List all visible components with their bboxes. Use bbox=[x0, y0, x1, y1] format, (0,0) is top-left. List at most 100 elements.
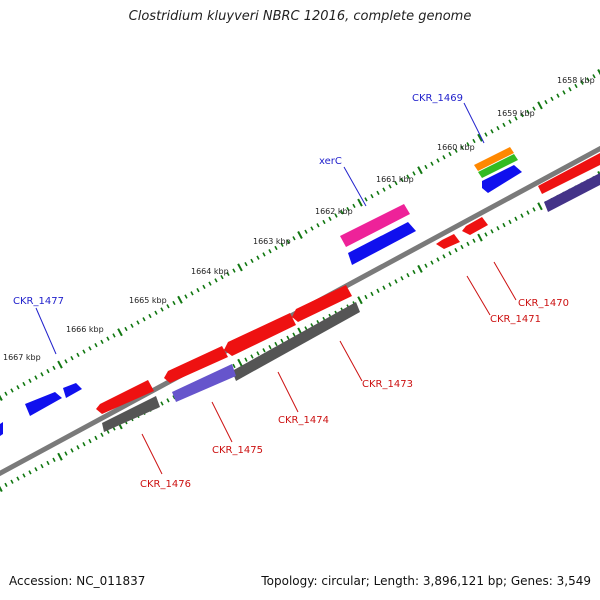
minor-tick bbox=[190, 291, 194, 296]
gene-gray-bar-left[interactable] bbox=[102, 396, 160, 432]
minor-tick bbox=[64, 451, 68, 456]
minor-tick bbox=[586, 77, 590, 82]
gene-label-ckr-1474[interactable]: CKR_1474 bbox=[278, 415, 329, 426]
minor-tick bbox=[286, 239, 290, 244]
minor-tick bbox=[328, 216, 332, 221]
minor-tick bbox=[466, 142, 470, 147]
minor-tick bbox=[430, 260, 434, 265]
gene-red-right[interactable] bbox=[538, 153, 600, 194]
minor-tick bbox=[10, 479, 14, 484]
minor-tick bbox=[280, 338, 284, 344]
major-tick bbox=[417, 166, 423, 175]
gene-blue-small[interactable] bbox=[63, 383, 82, 398]
minor-tick bbox=[154, 310, 158, 315]
gene-label-ckr-1476[interactable]: CKR_1476 bbox=[140, 479, 191, 490]
minor-tick bbox=[436, 158, 440, 163]
minor-tick bbox=[412, 269, 416, 275]
minor-tick bbox=[208, 281, 212, 286]
minor-tick bbox=[532, 207, 536, 212]
minor-tick bbox=[46, 460, 50, 466]
gene-label-ckr-1475[interactable]: CKR_1475 bbox=[212, 445, 263, 456]
minor-tick bbox=[490, 129, 494, 134]
gene-ckr-1474[interactable] bbox=[224, 313, 296, 356]
gene-ckr-1469-green[interactable] bbox=[478, 154, 518, 178]
gene-gray-bar-long[interactable] bbox=[232, 302, 360, 381]
minor-tick bbox=[214, 278, 218, 283]
minor-tick bbox=[22, 473, 26, 478]
major-tick bbox=[237, 358, 243, 367]
minor-tick bbox=[412, 171, 416, 176]
minor-tick bbox=[88, 346, 92, 351]
gene-ckr-1477[interactable] bbox=[25, 392, 62, 416]
minor-tick bbox=[202, 284, 206, 289]
minor-tick bbox=[268, 249, 272, 254]
major-tick bbox=[477, 233, 483, 242]
minor-tick bbox=[382, 187, 386, 192]
minor-tick bbox=[508, 119, 512, 124]
gene-ckr-1471[interactable] bbox=[436, 234, 460, 249]
minor-tick bbox=[364, 197, 368, 202]
gene-label-ckr-1471[interactable]: CKR_1471 bbox=[490, 314, 541, 325]
label-leaders bbox=[35, 102, 517, 475]
scale-label: 1659 kbp bbox=[497, 109, 535, 118]
minor-tick bbox=[406, 273, 410, 278]
minor-tick bbox=[232, 268, 236, 273]
minor-tick bbox=[16, 476, 20, 481]
minor-tick bbox=[10, 388, 14, 393]
gene-label-ckr-1477[interactable]: CKR_1477 bbox=[13, 296, 64, 307]
minor-tick bbox=[220, 274, 224, 280]
gene-blue-edge[interactable] bbox=[0, 422, 3, 436]
gene-label-ckr-1469[interactable]: CKR_1469 bbox=[412, 93, 463, 104]
minor-tick bbox=[196, 287, 200, 293]
major-tick bbox=[297, 231, 303, 239]
gene-blue-near-1469[interactable] bbox=[482, 165, 522, 193]
minor-tick bbox=[562, 90, 566, 95]
gene-purple-bar[interactable] bbox=[172, 364, 236, 402]
minor-tick bbox=[484, 232, 488, 237]
gene-ckr-1475[interactable] bbox=[164, 346, 228, 383]
gene-ckr-1470[interactable] bbox=[462, 217, 488, 235]
gene-label-ckr-1473[interactable]: CKR_1473 bbox=[362, 379, 413, 390]
minor-tick bbox=[70, 448, 74, 453]
gene-ckr-1469-orange[interactable] bbox=[474, 147, 514, 171]
gene-xerc[interactable] bbox=[340, 204, 410, 247]
scale-label: 1667 kbp bbox=[3, 353, 41, 362]
minor-tick bbox=[22, 381, 26, 387]
minor-tick bbox=[454, 247, 458, 253]
minor-tick bbox=[316, 223, 320, 228]
gene-blue-under-xerc[interactable] bbox=[348, 222, 416, 265]
minor-tick bbox=[424, 164, 428, 170]
minor-tick bbox=[4, 391, 8, 396]
minor-tick bbox=[520, 213, 524, 218]
gene-label-xerc[interactable]: xerC bbox=[319, 156, 342, 167]
minor-tick bbox=[256, 255, 260, 260]
gene-ckr-1473[interactable] bbox=[292, 285, 352, 322]
major-tick bbox=[57, 452, 63, 461]
minor-tick bbox=[40, 372, 44, 377]
minor-tick bbox=[256, 351, 260, 356]
major-tick bbox=[597, 170, 600, 178]
gene-label-ckr-1470[interactable]: CKR_1470 bbox=[518, 298, 569, 309]
major-tick bbox=[57, 360, 63, 369]
gene-purple-right[interactable] bbox=[544, 173, 600, 212]
minor-tick bbox=[232, 363, 236, 369]
minor-tick bbox=[28, 470, 32, 475]
minor-tick bbox=[550, 96, 554, 102]
minor-tick bbox=[340, 210, 344, 215]
minor-tick bbox=[388, 282, 392, 287]
minor-tick bbox=[268, 345, 272, 350]
minor-tick bbox=[484, 132, 488, 137]
major-tick bbox=[0, 394, 3, 401]
minor-tick bbox=[262, 348, 266, 353]
gene-ckr-1476[interactable] bbox=[96, 380, 154, 414]
scale-label: 1662 kbp bbox=[315, 207, 353, 216]
minor-tick bbox=[364, 294, 368, 300]
major-tick bbox=[177, 295, 183, 304]
minor-tick bbox=[382, 285, 386, 290]
major-tick bbox=[597, 69, 600, 76]
minor-tick bbox=[64, 359, 68, 364]
minor-tick bbox=[400, 276, 404, 281]
minor-tick bbox=[544, 100, 548, 105]
minor-tick bbox=[112, 333, 116, 338]
minor-tick bbox=[490, 229, 494, 234]
